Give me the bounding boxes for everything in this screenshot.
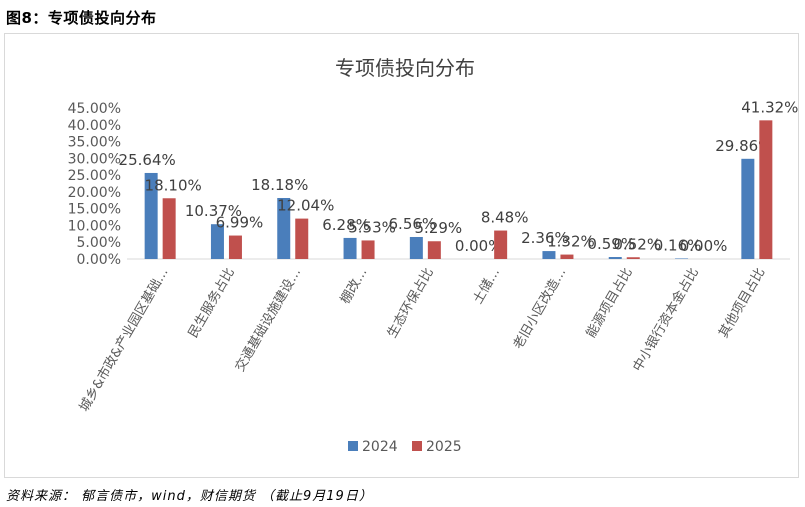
bar-2024 <box>675 258 689 259</box>
data-label-2024: 0.16% <box>654 236 702 254</box>
figure-title: 图8：专项债投向分布 <box>6 9 157 27</box>
category-label: 能源项目占比 <box>584 266 636 341</box>
category-label: 城乡&市政&产业园区基础… <box>76 265 171 414</box>
data-label-2024: 10.37% <box>185 202 242 220</box>
bar-2024 <box>144 172 158 259</box>
y-tick-label: 20.00% <box>68 185 121 201</box>
bar-2025 <box>361 240 375 259</box>
data-label-2025: 41.32% <box>741 98 798 116</box>
category-label: 中小银行资本金占比 <box>630 265 702 374</box>
data-label-2024: 18.18% <box>251 176 308 194</box>
data-label-2024: 0.00% <box>455 237 503 255</box>
data-label-2024: 0.59% <box>587 235 635 253</box>
bar-2024 <box>542 251 556 259</box>
y-tick-label: 25.00% <box>68 168 121 184</box>
category-label: 老旧小区改造… <box>511 266 569 352</box>
data-label-2024: 2.36% <box>521 229 569 247</box>
bar-2024 <box>210 224 224 259</box>
bar-2025 <box>626 257 640 259</box>
data-label-2025: 5.53% <box>348 218 396 236</box>
category-label: 生态环保占比 <box>385 266 437 341</box>
data-label-2025: 8.48% <box>481 209 529 227</box>
category-label: 民生服务占比 <box>185 265 238 341</box>
legend-label-2024: 2024 <box>362 439 398 455</box>
bar-2025 <box>759 120 773 259</box>
chart-title: 专项债投向分布 <box>335 56 475 80</box>
y-tick-label: 35.00% <box>68 135 121 151</box>
bar-2025 <box>162 198 176 259</box>
y-tick-label: 15.00% <box>68 202 121 218</box>
legend-swatch-2024 <box>348 441 358 451</box>
bar-2025 <box>427 241 441 259</box>
bar-2024 <box>608 257 622 259</box>
y-tick-label: 10.00% <box>68 218 121 234</box>
y-tick-label: 30.00% <box>68 151 121 167</box>
bar-2025 <box>228 235 242 259</box>
y-tick-label: 5.00% <box>77 235 121 251</box>
data-label-2025: 6.99% <box>216 214 264 232</box>
category-label: 交通基础设施建设… <box>232 265 304 374</box>
legend-label-2025: 2025 <box>426 439 462 455</box>
data-label-2025: 1.32% <box>547 233 595 251</box>
source-note: 资料来源： 郁言债市，wind，财信期货 （截止9月19日） <box>6 489 373 504</box>
bar-2025 <box>494 230 508 259</box>
data-label-2024: 29.86% <box>715 137 772 155</box>
bar-2024 <box>409 236 423 259</box>
data-label-2025: 12.04% <box>277 197 334 215</box>
data-label-2024: 6.56% <box>389 215 437 233</box>
bar-2024 <box>741 158 755 259</box>
data-label-2025: 0.52% <box>613 235 661 253</box>
bar-chart: 专项债投向分布0.00%5.00%10.00%15.00%20.00%25.00… <box>68 56 799 455</box>
bar-2024 <box>343 237 357 259</box>
chart-frame: 专项债投向分布 0.00% 5.00% 10.00% 15.00% 20.00% 25.00… <box>4 33 799 478</box>
bar-2025 <box>560 254 574 259</box>
category-label: 其他项目占比 <box>716 266 768 341</box>
category-label: 土储… <box>471 266 503 307</box>
bar-2024 <box>277 197 291 259</box>
data-label-2024: 25.64% <box>119 151 176 169</box>
legend-swatch-2025 <box>412 441 422 451</box>
category-label: 棚改… <box>338 266 370 307</box>
y-tick-label: 0.00% <box>77 252 121 268</box>
bar-2025 <box>295 218 309 259</box>
data-label-2025: 0.00% <box>680 237 728 255</box>
data-label-2025: 5.29% <box>415 219 463 237</box>
y-tick-label: 45.00% <box>68 101 121 117</box>
y-tick-label: 40.00% <box>68 118 121 134</box>
data-label-2025: 18.10% <box>145 176 202 194</box>
data-label-2024: 6.28% <box>322 216 370 234</box>
